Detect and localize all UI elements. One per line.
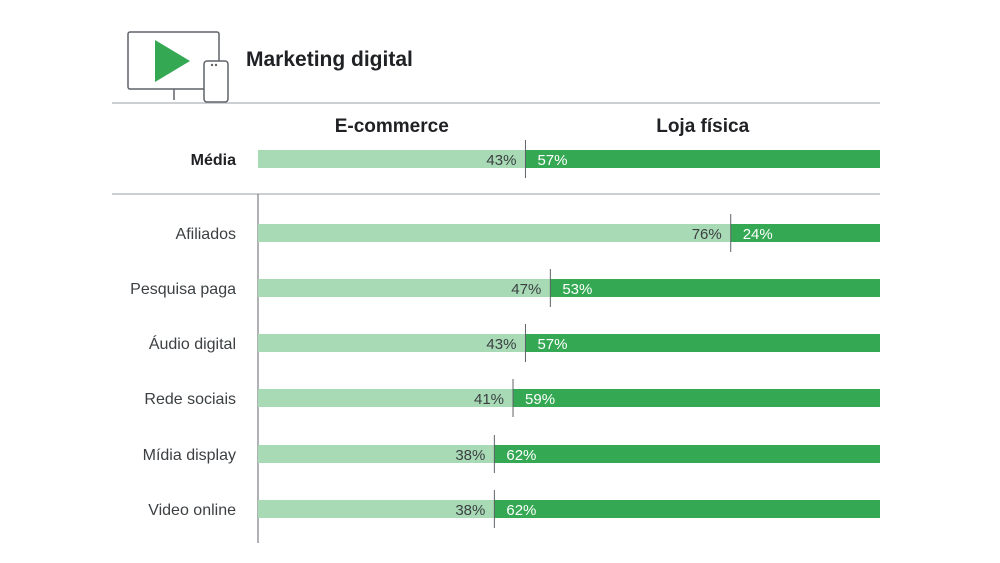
bar-loja-fisica <box>525 334 880 352</box>
bar-ecommerce <box>258 334 526 352</box>
value-label-ecommerce: 41% <box>474 391 504 408</box>
bar-loja-fisica <box>550 279 880 297</box>
value-label-loja-fisica: 24% <box>743 226 773 243</box>
value-label-ecommerce: 43% <box>486 336 516 353</box>
value-label-ecommerce: 43% <box>486 152 516 169</box>
value-label-loja-fisica: 53% <box>562 281 592 298</box>
series-header-ecommerce: E-commerce <box>334 116 449 137</box>
bar-ecommerce <box>258 445 495 463</box>
bars-group: Média 43% 57% Afiliados 76% 24% Pesquisa paga 4… <box>130 140 880 528</box>
bar-loja-fisica <box>730 224 880 242</box>
value-label-loja-fisica: 57% <box>537 152 567 169</box>
series-header-loja-fisica: Loja física <box>656 116 750 137</box>
bar-loja-fisica <box>525 150 880 168</box>
bar-loja-fisica <box>494 500 880 518</box>
value-label-loja-fisica: 62% <box>506 447 536 464</box>
bar-ecommerce <box>258 500 495 518</box>
category-label: Pesquisa paga <box>130 281 236 298</box>
category-label: Áudio digital <box>149 334 236 353</box>
value-label-loja-fisica: 59% <box>525 391 555 408</box>
value-label-loja-fisica: 62% <box>506 502 536 519</box>
bar-ecommerce <box>258 279 551 297</box>
value-label-ecommerce: 38% <box>455 502 485 519</box>
chart-title: Marketing digital <box>246 48 413 71</box>
category-label: Afiliados <box>176 226 236 243</box>
bar-ecommerce <box>258 389 514 407</box>
bar-ecommerce <box>258 224 731 242</box>
category-label: Rede sociais <box>144 391 236 408</box>
category-label: Video online <box>148 502 236 519</box>
category-label: Mídia display <box>143 447 236 464</box>
bar-ecommerce <box>258 150 526 168</box>
monitor-and-phone-play-icon <box>127 31 229 103</box>
bar-loja-fisica <box>513 389 880 407</box>
value-label-loja-fisica: 57% <box>537 336 567 353</box>
value-label-ecommerce: 47% <box>511 281 541 298</box>
category-label: Média <box>191 152 236 169</box>
bar-loja-fisica <box>494 445 880 463</box>
value-label-ecommerce: 76% <box>692 226 722 243</box>
value-label-ecommerce: 38% <box>455 447 485 464</box>
